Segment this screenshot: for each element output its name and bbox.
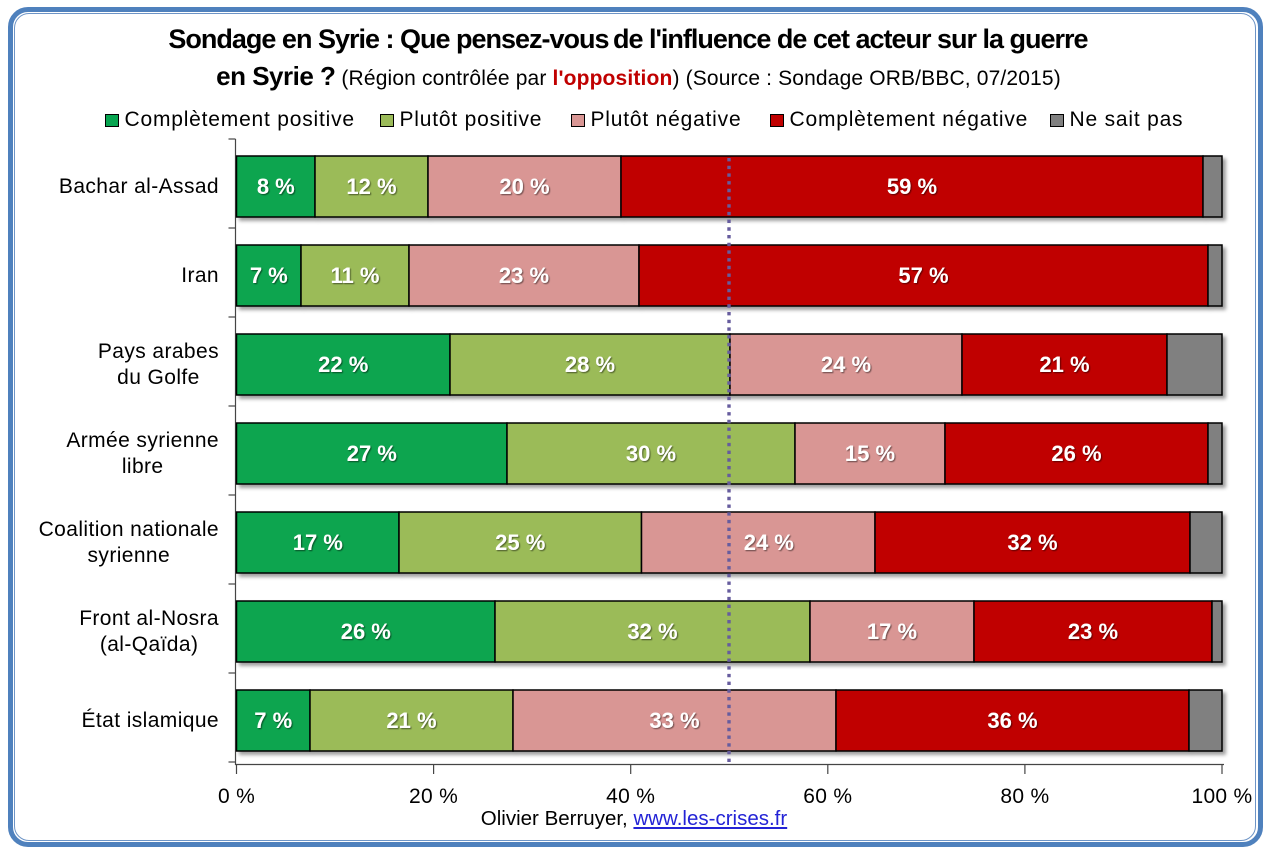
svg-text:15 %: 15 %: [845, 441, 895, 466]
svg-text:22 %: 22 %: [318, 352, 368, 377]
svg-text:59 %: 59 %: [887, 174, 937, 199]
svg-text:23 %: 23 %: [1068, 619, 1118, 644]
svg-text:100 %: 100 %: [1191, 785, 1252, 808]
svg-text:24 %: 24 %: [744, 530, 794, 555]
svg-text:27 %: 27 %: [347, 441, 397, 466]
svg-text:11 %: 11 %: [331, 263, 380, 288]
svg-text:17 %: 17 %: [293, 530, 343, 555]
svg-text:7 %: 7 %: [250, 263, 288, 288]
svg-text:12 %: 12 %: [346, 174, 396, 199]
svg-text:36 %: 36 %: [987, 708, 1037, 733]
svg-text:17 %: 17 %: [867, 619, 917, 644]
svg-text:7 %: 7 %: [254, 708, 292, 733]
svg-text:30 %: 30 %: [626, 441, 676, 466]
svg-text:21 %: 21 %: [1039, 352, 1089, 377]
svg-text:23 %: 23 %: [499, 263, 549, 288]
svg-text:57 %: 57 %: [898, 263, 948, 288]
svg-text:26 %: 26 %: [1051, 441, 1101, 466]
svg-text:21 %: 21 %: [386, 708, 436, 733]
svg-text:0 %: 0 %: [218, 785, 255, 808]
svg-text:26 %: 26 %: [341, 619, 391, 644]
svg-text:33 %: 33 %: [649, 708, 699, 733]
svg-text:32 %: 32 %: [1007, 530, 1057, 555]
svg-text:20 %: 20 %: [409, 785, 458, 808]
svg-text:8 %: 8 %: [257, 174, 295, 199]
svg-text:25 %: 25 %: [495, 530, 545, 555]
svg-text:24 %: 24 %: [821, 352, 871, 377]
svg-text:28 %: 28 %: [565, 352, 615, 377]
svg-text:32 %: 32 %: [627, 619, 677, 644]
svg-text:20 %: 20 %: [499, 174, 549, 199]
svg-text:80 %: 80 %: [1000, 785, 1049, 808]
svg-text:40 %: 40 %: [606, 785, 655, 808]
svg-text:60 %: 60 %: [803, 785, 852, 808]
